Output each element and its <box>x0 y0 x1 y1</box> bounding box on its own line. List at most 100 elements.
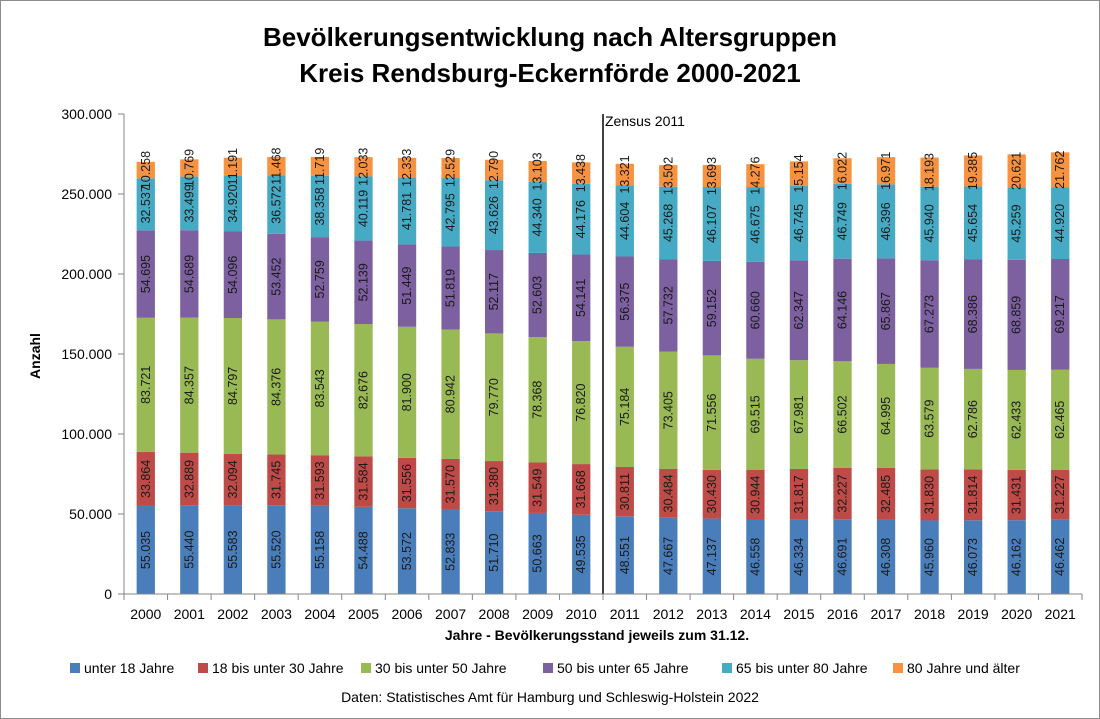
bar-segment <box>484 180 504 251</box>
data-label: 63.579 <box>923 400 937 438</box>
bar-segment <box>1051 469 1070 520</box>
bar-segment <box>310 156 330 176</box>
data-label: 62.465 <box>1053 401 1067 439</box>
data-label: 83.721 <box>139 366 153 404</box>
bar-segment <box>702 469 722 519</box>
zensus-annotation: Zensus 2011 <box>605 113 685 129</box>
data-label: 78.368 <box>531 381 545 419</box>
bar-segment <box>920 367 939 470</box>
bar-segment <box>659 186 678 260</box>
bar-segment <box>876 184 896 259</box>
bar-segment <box>136 451 155 506</box>
bar-segment <box>659 517 678 594</box>
bar-segment <box>615 467 634 517</box>
bar-segment <box>746 164 765 188</box>
data-label: 14.276 <box>748 156 762 194</box>
data-label: 66.502 <box>836 395 850 433</box>
data-label: 52.759 <box>313 260 327 298</box>
data-label: 65.867 <box>879 292 893 330</box>
x-tick-label: 2003 <box>261 606 292 622</box>
bar-segment <box>702 518 722 594</box>
bar-segment <box>659 259 678 352</box>
bar-segment <box>354 176 373 241</box>
bar-segment <box>267 319 286 455</box>
data-label: 30.811 <box>618 473 632 510</box>
bar-segment <box>702 260 722 356</box>
data-label: 31.593 <box>313 461 327 499</box>
bar-segment <box>267 175 286 234</box>
bar-segment <box>615 346 634 468</box>
bar-segment <box>441 158 460 179</box>
legend-swatch <box>893 663 903 673</box>
data-label: 13.321 <box>618 155 632 193</box>
data-label: 84.376 <box>269 368 283 406</box>
bar-segment <box>223 453 243 506</box>
data-label: 18.193 <box>923 153 937 191</box>
data-label: 83.543 <box>313 369 327 407</box>
bar-segment <box>833 183 852 259</box>
data-label: 32.537 <box>139 185 153 223</box>
data-label: 53.572 <box>400 532 414 570</box>
data-label: 55.520 <box>269 530 283 568</box>
data-label: 33.499 <box>182 184 196 222</box>
bar-segment <box>223 505 243 594</box>
y-axis: 0 50.000 100.000 150.000 200.000 250.000 300.0… <box>61 106 125 602</box>
legend-swatch <box>722 663 732 673</box>
y-tick-label: 0 <box>104 586 112 602</box>
bar-segment <box>702 355 722 470</box>
bar-segment <box>833 258 852 362</box>
bar-segment <box>920 469 939 521</box>
data-label: 80.942 <box>444 375 458 413</box>
bar-segment <box>528 462 547 513</box>
chart-title: Bevölkerungsentwicklung nach Altersgrupp… <box>263 22 837 52</box>
bar-segment <box>1007 187 1026 260</box>
data-label: 31.668 <box>574 470 588 508</box>
data-label: 54.141 <box>574 279 588 317</box>
data-label: 16.022 <box>836 152 850 190</box>
data-label: 32.227 <box>836 474 850 512</box>
data-label: 84.797 <box>226 367 240 405</box>
data-label: 51.710 <box>487 533 501 571</box>
data-label: 54.689 <box>182 255 196 293</box>
bar-segment <box>615 256 634 347</box>
bar-segment <box>702 165 722 187</box>
data-label: 12.529 <box>444 149 458 187</box>
bar-segment <box>746 519 765 594</box>
y-tick-label: 150.000 <box>61 346 112 362</box>
x-tick-label: 2021 <box>1045 606 1076 622</box>
data-label: 54.488 <box>357 531 371 569</box>
x-tick-label: 2005 <box>348 606 379 622</box>
x-tick-label: 2017 <box>870 606 901 622</box>
x-axis-title: Jahre - Bevölkerungsstand jeweils zum 31… <box>445 627 749 643</box>
legend-swatch <box>361 663 371 673</box>
bar-segment <box>1007 154 1026 188</box>
data-label: 15.154 <box>792 154 806 192</box>
chart-subtitle: Kreis Rendsburg-Eckernförde 2000-2021 <box>299 58 800 88</box>
legend-label: 50 bis unter 65 Jahre <box>557 660 689 676</box>
data-label: 32.094 <box>226 460 240 498</box>
bar-segment <box>354 456 373 507</box>
data-label: 79.770 <box>487 378 501 416</box>
x-tick-label: 2012 <box>653 606 684 622</box>
bar-segment <box>572 254 591 342</box>
data-label: 54.695 <box>139 255 153 293</box>
bar-segment <box>397 457 417 509</box>
legend: unter 18 Jahre 18 bis unter 30 Jahre 30 bi… <box>70 660 1020 676</box>
bar-segment <box>180 452 199 506</box>
data-label: 16.971 <box>879 152 893 190</box>
bar-segment <box>528 181 547 253</box>
legend-label: 80 Jahre und älter <box>907 660 1020 676</box>
data-label: 11.191 <box>226 148 240 185</box>
x-tick-label: 2001 <box>174 606 205 622</box>
bar-segment <box>833 519 852 594</box>
bar-segment <box>136 230 155 318</box>
y-tick-label: 50.000 <box>69 506 112 522</box>
data-label: 41.781 <box>400 192 414 230</box>
data-label: 52.833 <box>444 533 458 571</box>
bar-segment <box>572 464 591 515</box>
bar-segment <box>354 157 373 177</box>
bar-segment <box>310 237 330 322</box>
legend-label: 65 bis unter 80 Jahre <box>736 660 868 676</box>
x-tick-label: 2007 <box>435 606 466 622</box>
data-label: 31.584 <box>357 462 371 500</box>
